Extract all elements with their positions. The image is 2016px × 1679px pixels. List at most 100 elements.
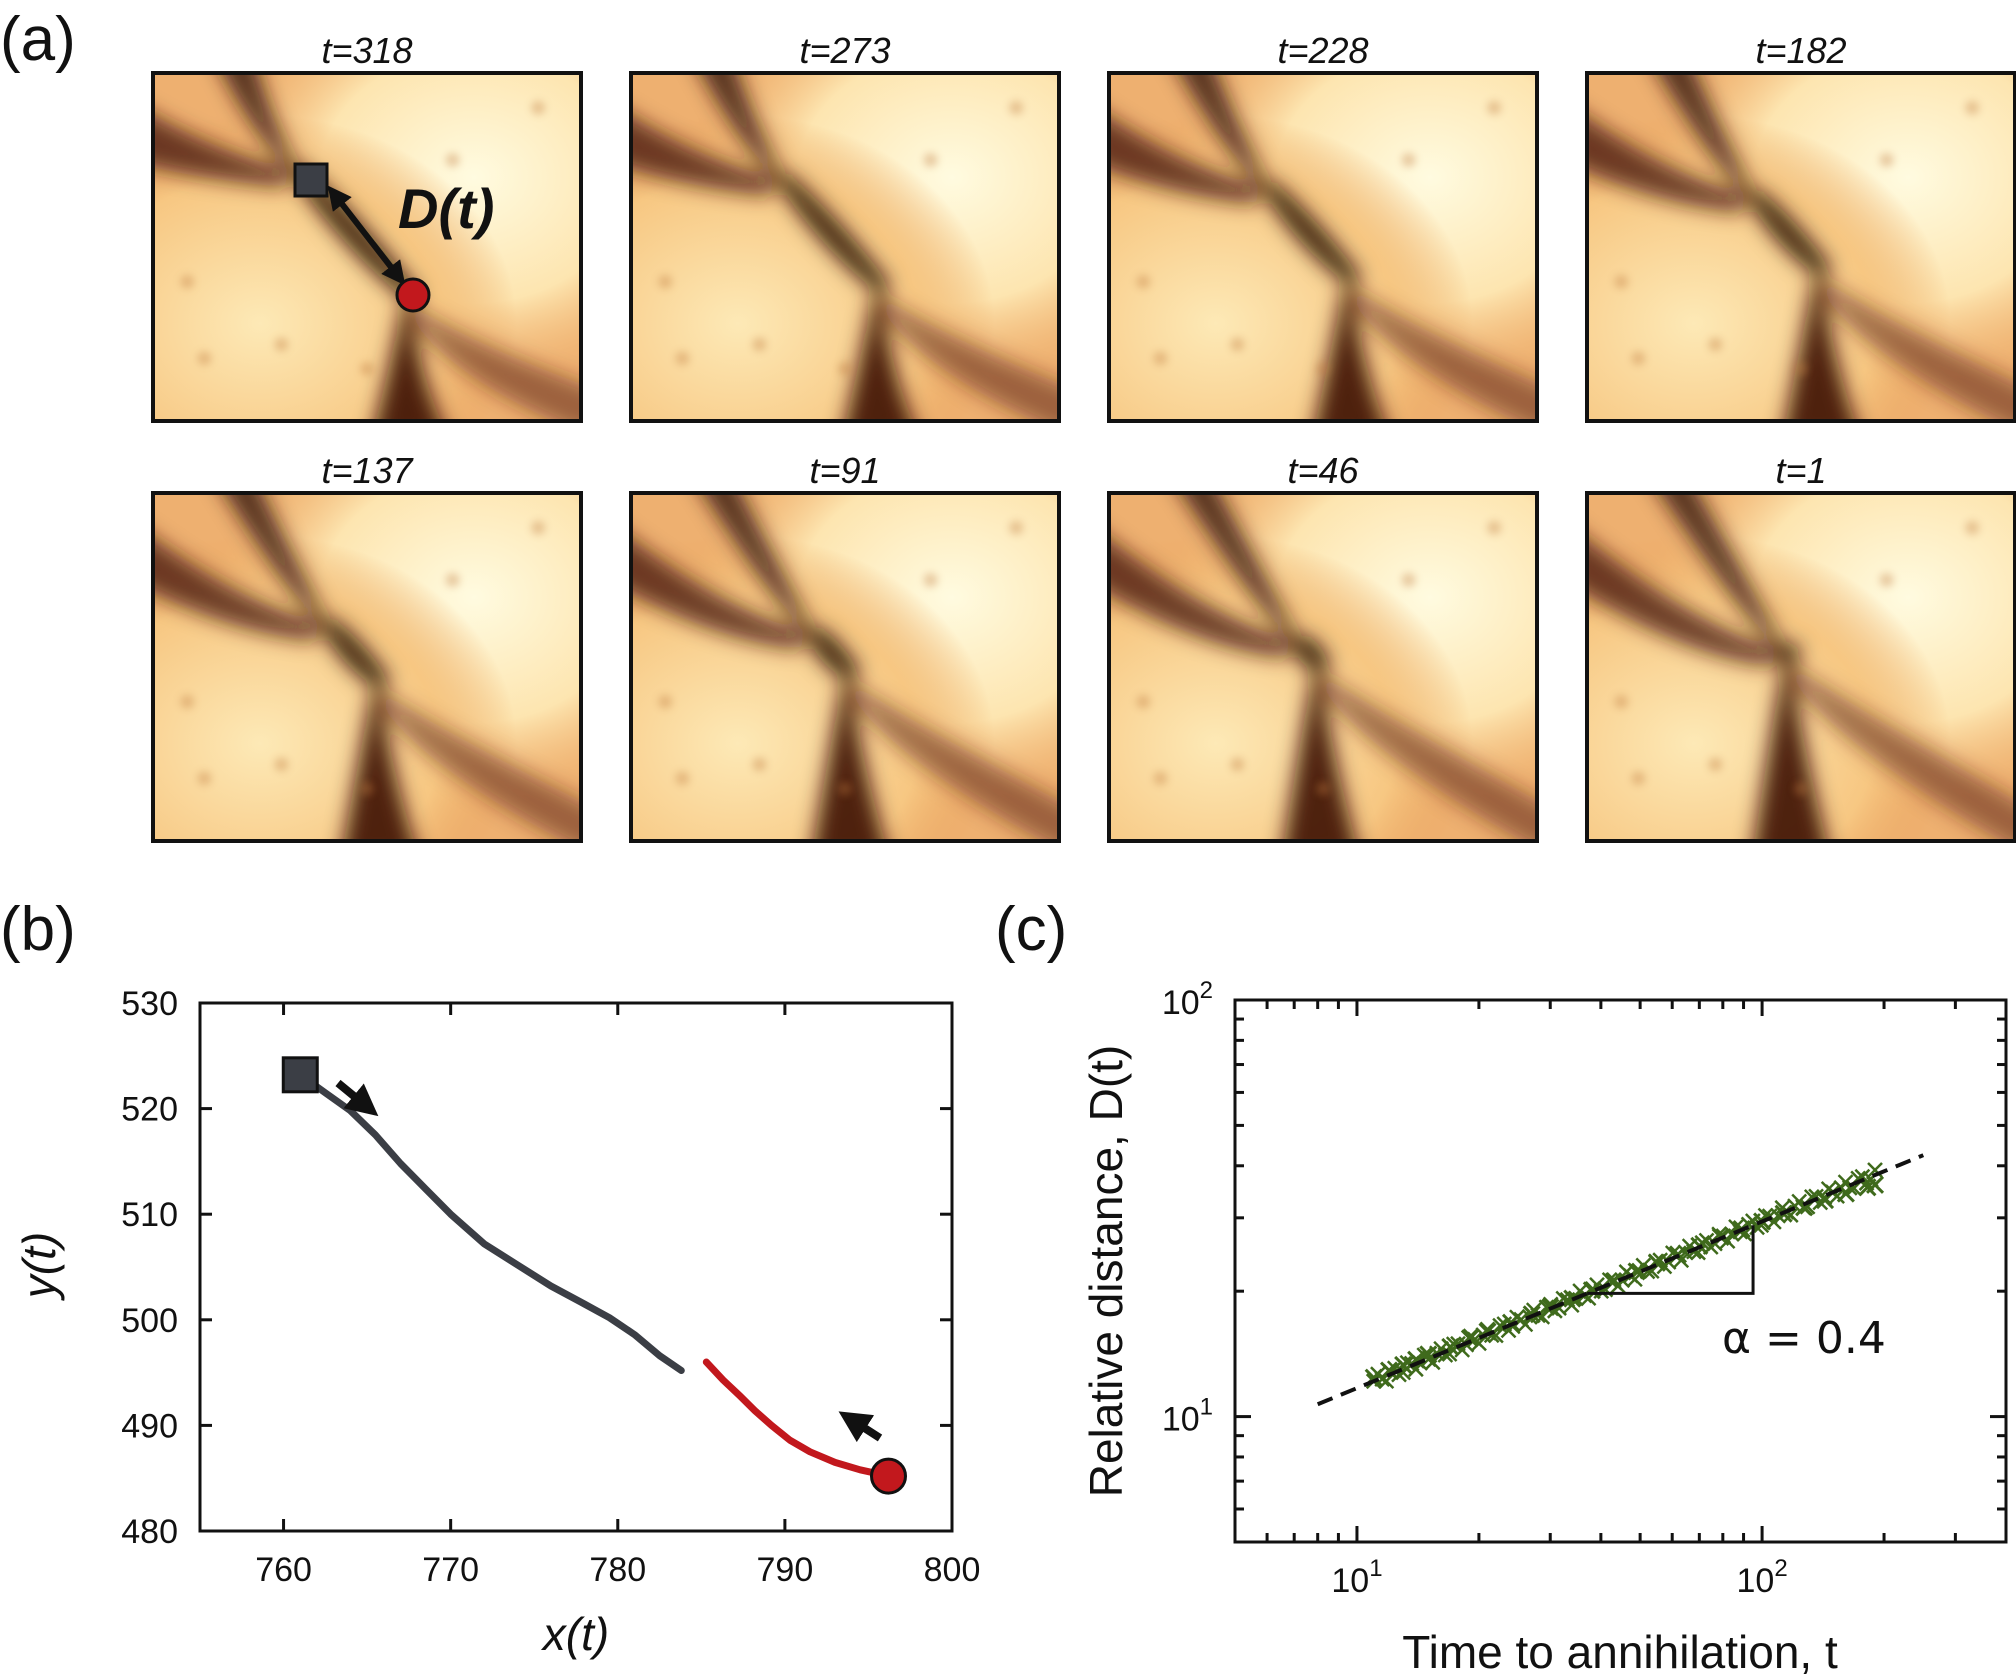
brush-bridge <box>1745 190 1832 279</box>
brush-top <box>222 73 302 176</box>
data-point <box>1378 1373 1395 1390</box>
brush-right <box>406 303 581 421</box>
speck <box>1230 757 1245 772</box>
frame-border <box>1585 71 2016 423</box>
speck <box>1614 274 1629 289</box>
brush-bridge <box>319 618 391 691</box>
frame-title: t=182 <box>1755 30 1846 71</box>
panel-b-xlabel: x(t) <box>541 1608 609 1660</box>
speck <box>1708 757 1723 772</box>
frame-specks <box>180 520 546 796</box>
brush-bottom <box>1315 287 1384 421</box>
slope-label: α = 0.4 <box>1722 1313 1886 1364</box>
speck <box>752 337 767 352</box>
speck <box>197 351 212 366</box>
brush-bridge <box>1290 635 1332 674</box>
speck <box>752 757 767 772</box>
frame-border <box>629 491 1061 843</box>
speck <box>675 351 690 366</box>
brush-left <box>1587 117 1746 213</box>
brush-top <box>225 493 332 629</box>
panel-a-frames: t=318 t=273 t=228 t=182 t=137 t=91 t=46 t=1 <box>151 30 2016 843</box>
circle-marker <box>869 1457 907 1495</box>
brush-bottom <box>375 303 442 421</box>
speck <box>531 520 546 535</box>
speck <box>658 694 673 709</box>
speck <box>180 274 195 289</box>
frame-7: t=1 <box>1585 450 2016 843</box>
brush-bottom <box>1284 673 1356 841</box>
speck <box>1401 573 1416 587</box>
fit-line <box>1316 1153 1925 1407</box>
brush-left <box>153 114 290 188</box>
brush-bottom <box>814 681 885 841</box>
x-tick-label: 780 <box>589 1551 646 1589</box>
frame-image <box>1587 493 2015 841</box>
y-tick-label: 500 <box>121 1302 178 1340</box>
panel-c-ticks: 101 102 101 102 <box>1162 977 2008 1600</box>
panel-c-ylabel: Relative distance, D(t) <box>1080 1045 1132 1498</box>
brush-bottom <box>344 690 415 841</box>
panel-b-data <box>281 1056 907 1495</box>
speck <box>1631 351 1646 366</box>
data-point <box>1391 1366 1407 1383</box>
frame-5: t=91 <box>629 450 1061 843</box>
frame-image <box>1109 73 1537 421</box>
speck <box>1009 100 1024 115</box>
panel-c-frame <box>1233 998 2008 1544</box>
brush-bridge <box>774 173 892 296</box>
speck <box>838 361 852 376</box>
panel-b-plot: 760 770 780 790 800 480 490 500 510 520 530 x(t) y… <box>13 985 980 1660</box>
panel-b-letter: (b) <box>0 895 76 964</box>
speck <box>1316 781 1330 796</box>
speck <box>445 153 460 167</box>
frame-specks <box>658 520 1024 796</box>
frame-specks <box>1614 100 1980 376</box>
speck <box>360 361 374 376</box>
frame-border <box>1107 71 1539 423</box>
frame-image <box>1109 493 1537 841</box>
frame-4: t=137 <box>151 450 583 843</box>
speck <box>1230 337 1245 352</box>
brush-top <box>1658 73 1758 201</box>
brush-top <box>1180 73 1273 193</box>
y-tick-label: 480 <box>121 1513 178 1551</box>
brush-bridge <box>1775 641 1802 666</box>
brush-left <box>1109 538 1291 658</box>
dark-brushes <box>1109 73 1537 421</box>
dark-brushes <box>1109 493 1537 841</box>
speck <box>1316 361 1330 376</box>
distance-label: D(t) <box>398 177 494 240</box>
frame-image <box>153 493 581 841</box>
data-point <box>1517 1316 1534 1333</box>
frame-title: t=91 <box>809 450 880 491</box>
dark-brushes <box>631 73 1059 421</box>
speck <box>1136 274 1151 289</box>
direction-arrow-circle <box>838 1411 883 1443</box>
brush-left <box>1587 538 1777 666</box>
speck <box>1401 153 1416 167</box>
frame-image <box>153 73 581 421</box>
frame-title: t=46 <box>1287 450 1359 491</box>
frame-2: t=228 <box>1107 30 1539 423</box>
frame-title: t=228 <box>1277 30 1368 71</box>
frame-image <box>631 73 1059 421</box>
frame-specks <box>1614 520 1980 796</box>
trajectory-square <box>296 1071 685 1374</box>
speck <box>274 757 289 772</box>
speck <box>1794 781 1808 796</box>
brush-top <box>701 73 787 184</box>
speck <box>1614 694 1629 709</box>
data-point <box>1445 1336 1462 1353</box>
data-point <box>1441 1346 1458 1362</box>
y-tick-label: 101 <box>1162 1394 1213 1439</box>
square-marker <box>281 1056 319 1094</box>
speck <box>1631 771 1646 786</box>
frame-3: t=182 <box>1585 30 2016 423</box>
frame-image <box>1587 73 2015 421</box>
speck <box>838 781 852 796</box>
x-tick-label: 760 <box>255 1551 312 1589</box>
speck <box>1965 520 1980 535</box>
defect-square-marker <box>293 162 329 198</box>
